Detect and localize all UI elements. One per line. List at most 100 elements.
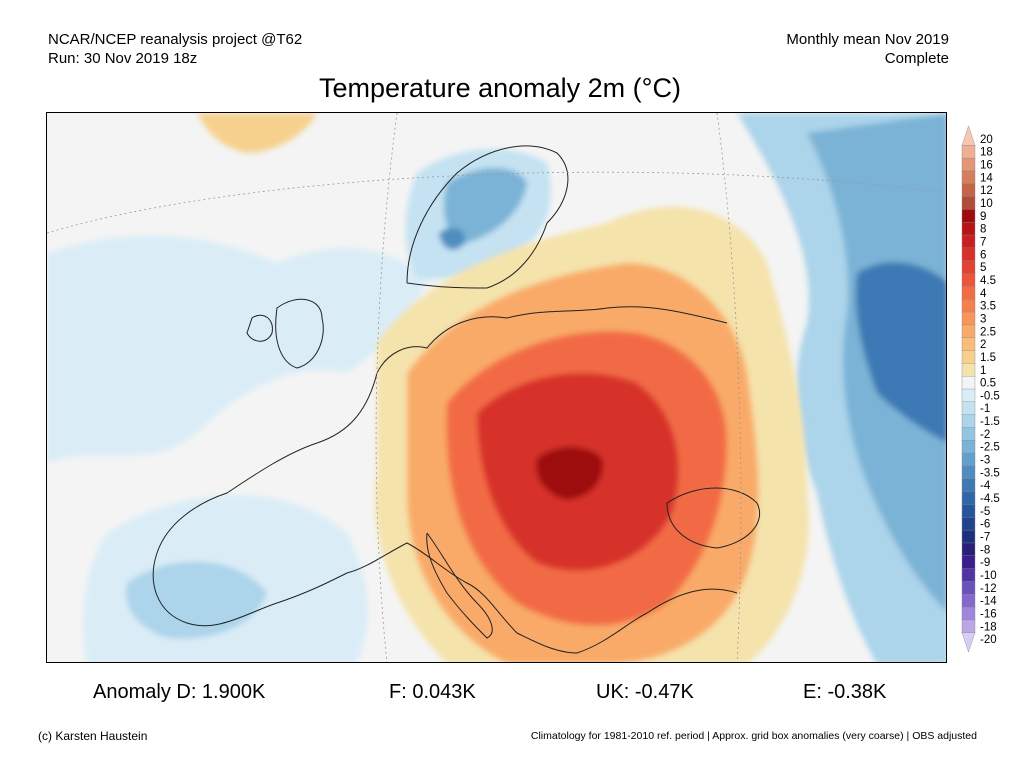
colorbar-swatch	[961, 414, 976, 429]
colorbar-swatch	[961, 196, 976, 211]
russia-cold-core	[855, 262, 946, 442]
colorbar-tick-label: 2	[980, 339, 986, 351]
colorbar-swatch	[961, 324, 976, 339]
colorbar-swatch	[961, 491, 976, 506]
colorbar-tick-label: -1.5	[980, 416, 1000, 428]
colorbar-tick-label: -8	[980, 544, 990, 556]
model-label: NCAR/NCEP reanalysis project @T62	[48, 31, 303, 48]
colorbar-swatch	[961, 247, 976, 262]
colorbar-swatch	[961, 542, 976, 557]
header-left: NCAR/NCEP reanalysis project @T62 Run: 3…	[48, 30, 302, 68]
anomaly-d-value: Anomaly D: 1.900K	[93, 681, 266, 703]
graticule-lon-1	[375, 113, 398, 662]
colorbar-swatch	[961, 260, 976, 275]
romania-peak	[536, 446, 603, 500]
colorbar-tick-label: -14	[980, 596, 997, 608]
colorbar-swatch	[961, 286, 976, 300]
colorbar-tick-label: -3	[980, 455, 990, 467]
climatology-note: Climatology for 1981-2010 ref. period | …	[530, 730, 977, 742]
colorbar-tick-label: -2	[980, 429, 990, 441]
colorbar-tick-label: -20	[980, 634, 997, 646]
colorbar-tick-label: -9	[980, 557, 990, 569]
colorbar-swatch	[961, 427, 976, 442]
colorbar-tick-label: 2.5	[980, 326, 996, 338]
colorbar-swatch	[961, 363, 976, 377]
colorbar-swatch	[961, 478, 976, 493]
colorbar-swatch	[961, 465, 976, 480]
anomaly-map	[46, 112, 947, 663]
iberia-core	[126, 561, 268, 639]
cool-anomaly-layer	[47, 113, 946, 662]
colorbar-swatch	[961, 222, 976, 236]
colorbar-tick-label: 0.5	[980, 378, 996, 390]
anomaly-f-value: F: 0.043K	[389, 681, 476, 703]
colorbar-tick-label: -10	[980, 570, 997, 582]
colorbar-tick-label: 4	[980, 288, 987, 300]
colorbar-swatch	[961, 298, 976, 313]
colorbar-tick-label: -1	[980, 403, 990, 415]
colorbar-swatch	[961, 606, 976, 621]
colorbar-swatch	[961, 440, 976, 454]
colorbar-swatch	[961, 183, 976, 198]
colorbar-swatch	[961, 145, 976, 159]
colorbar-tick-label: -2.5	[980, 442, 1000, 454]
colorbar-tick-label: -4.5	[980, 493, 1000, 505]
colorbar-tick-label: -6	[980, 519, 990, 531]
anomaly-e-value: E: -0.38K	[803, 681, 887, 703]
colorbar-tick-label: -4	[980, 480, 991, 492]
colorbar-tick-label: -0.5	[980, 390, 1000, 402]
colorbar-tick-label: 9	[980, 211, 986, 223]
copyright-text: (c) Karsten Haustein	[38, 729, 148, 743]
coastlines	[152, 145, 761, 654]
colorbar-swatch	[961, 157, 976, 172]
colorbar-swatch	[961, 517, 976, 531]
colorbar-tick-label: 14	[980, 172, 993, 184]
colorbar-swatch	[961, 311, 976, 326]
north-atlantic-cool	[47, 235, 427, 463]
colorbar-tick-label: -7	[980, 532, 990, 544]
colorbar-tick-label: 12	[980, 185, 993, 197]
map-title: Temperature anomaly 2m (°C)	[319, 73, 681, 103]
colorbar-swatch	[961, 401, 976, 416]
black-sea-coast	[666, 487, 761, 549]
colorbar-tick-label: -12	[980, 583, 997, 595]
colorbar-swatch	[961, 594, 976, 608]
colorbar-tick-label: 1	[980, 365, 986, 377]
ireland-coast	[246, 314, 273, 342]
colorbar-swatch	[961, 619, 976, 634]
colorbar-tick-label: -18	[980, 621, 997, 633]
colorbar-swatch	[961, 452, 976, 467]
colorbar-swatch	[961, 126, 976, 146]
colorbar-swatch	[961, 388, 976, 403]
scandinavia-core	[443, 168, 527, 243]
colorbar-tick-label: 3	[980, 313, 986, 325]
colorbar-tick-label: 6	[980, 249, 986, 261]
colorbar-swatch	[961, 568, 976, 583]
colorbar-tick-label: -16	[980, 609, 997, 621]
colorbar-swatch	[961, 504, 976, 518]
scandinavia-coast	[406, 145, 569, 289]
graticule	[47, 113, 946, 662]
norway-core	[439, 227, 466, 250]
colorbar-tick-label: 4.5	[980, 275, 996, 287]
warm-anomaly-layer	[197, 113, 809, 662]
period-label: Monthly mean Nov 2019	[786, 31, 949, 48]
colorbar-swatch	[961, 375, 976, 390]
colorbar-swatch	[961, 632, 976, 652]
colorbar-swatch	[961, 529, 976, 544]
colorbar-tick-label: 18	[980, 147, 993, 159]
header-right: Monthly mean Nov 2019 Complete	[786, 30, 949, 68]
colorbar-swatch	[961, 209, 976, 223]
continent-coast	[152, 306, 738, 654]
colorbar-tick-label: 8	[980, 224, 986, 236]
status-label: Complete	[884, 50, 949, 67]
britain-coast	[275, 298, 324, 369]
colorbar-tick-label: 16	[980, 159, 993, 171]
colorbar-tick-label: 7	[980, 236, 986, 248]
graticule-lon-2	[716, 113, 742, 662]
colorbar-swatch	[961, 337, 976, 352]
colorbar-tick-label: 3.5	[980, 301, 996, 313]
colorbar-swatch	[961, 555, 976, 570]
graticule-lat-1	[47, 171, 946, 234]
colorbar-tick-label: 10	[980, 198, 993, 210]
